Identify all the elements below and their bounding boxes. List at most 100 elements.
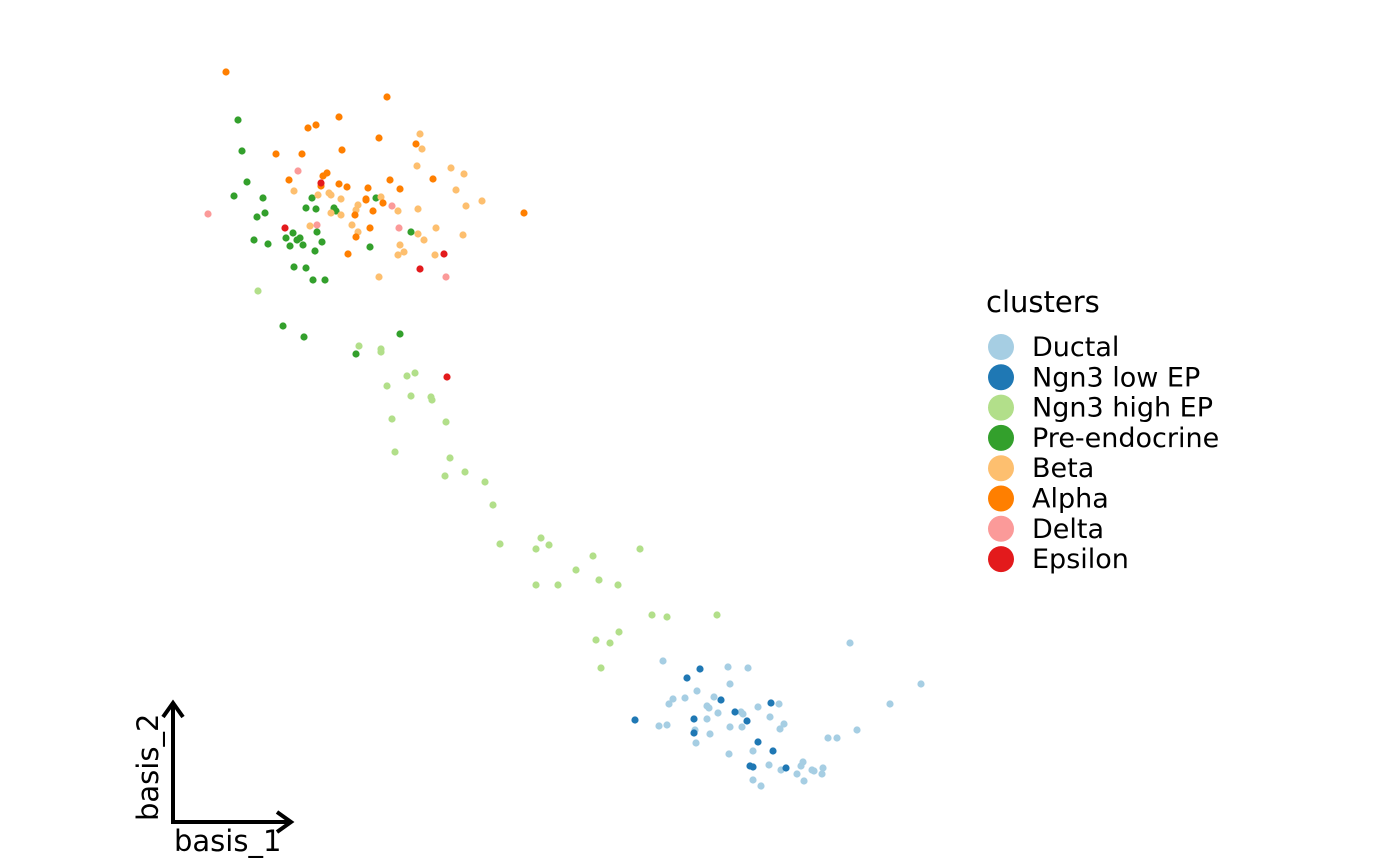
point-alpha: [429, 175, 437, 183]
point-ngn3-low-ep: [696, 665, 704, 673]
point-pre-endocrine: [352, 350, 360, 358]
point-ngn3-high-ep: [595, 576, 603, 584]
point-beta: [394, 207, 402, 215]
point-pre-endocrine: [243, 178, 251, 186]
point-beta: [414, 205, 422, 213]
point-alpha: [335, 180, 343, 188]
point-ngn3-high-ep: [532, 581, 540, 589]
point-beta: [337, 195, 345, 203]
point-pre-endocrine: [302, 264, 310, 272]
point-ductal: [819, 764, 827, 772]
point-ngn3-high-ep: [254, 287, 262, 295]
point-ngn3-high-ep: [403, 372, 411, 380]
point-ngn3-high-ep: [554, 581, 562, 589]
point-ductal: [775, 700, 783, 708]
point-beta: [413, 162, 421, 170]
point-beta: [396, 241, 404, 249]
point-beta: [375, 273, 383, 281]
point-ngn3-high-ep: [648, 611, 656, 619]
point-ngn3-high-ep: [411, 369, 419, 377]
point-ngn3-high-ep: [481, 478, 489, 486]
point-alpha: [312, 121, 320, 129]
legend-title: clusters: [986, 285, 1100, 319]
point-alpha: [369, 207, 377, 215]
point-pre-endocrine: [300, 333, 308, 341]
point-ngn3-high-ep: [428, 396, 436, 404]
point-alpha: [351, 211, 359, 219]
point-alpha: [285, 176, 293, 184]
scatter-points: [204, 68, 925, 790]
point-beta: [377, 193, 385, 201]
point-ngn3-low-ep: [690, 715, 698, 723]
point-alpha: [344, 250, 352, 258]
point-ductal: [765, 761, 773, 769]
point-ductal: [655, 722, 663, 730]
point-pre-endocrine: [279, 322, 287, 330]
point-ngn3-high-ep: [572, 566, 580, 574]
point-ductal: [853, 726, 861, 734]
point-delta: [442, 273, 450, 281]
point-ductal: [681, 694, 689, 702]
point-ngn3-high-ep: [489, 501, 497, 509]
point-ngn3-high-ep: [636, 545, 644, 553]
point-alpha: [319, 172, 327, 180]
point-ngn3-high-ep: [663, 613, 671, 621]
point-ductal: [737, 708, 745, 716]
point-ductal: [810, 767, 818, 775]
point-beta: [400, 248, 408, 256]
point-pre-endocrine: [366, 243, 374, 251]
point-beta: [394, 251, 402, 259]
legend-label-ngn3-low-ep: Ngn3 low EP: [1032, 362, 1200, 393]
point-ngn3-low-ep: [631, 716, 639, 724]
point-ngn3-low-ep: [754, 738, 762, 746]
point-ngn3-low-ep: [782, 764, 790, 772]
legend-label-alpha: Alpha: [1032, 484, 1109, 515]
point-ngn3-low-ep: [717, 696, 725, 704]
point-ductal: [726, 723, 734, 731]
point-pre-endocrine: [318, 238, 326, 246]
point-ductal: [710, 693, 718, 701]
point-pre-endocrine: [311, 247, 319, 255]
point-ductal: [749, 776, 757, 784]
point-ngn3-high-ep: [377, 348, 385, 356]
y-axis-label: basis_2: [131, 714, 165, 821]
point-ductal: [917, 680, 925, 688]
point-ngn3-low-ep: [731, 708, 739, 716]
point-ngn3-high-ep: [537, 534, 545, 542]
axis-arrows: basis_1 basis_2: [131, 699, 295, 858]
point-ductal: [669, 695, 677, 703]
point-alpha: [396, 185, 404, 193]
point-pre-endocrine: [250, 236, 258, 244]
point-ngn3-high-ep: [442, 418, 450, 426]
point-ductal: [766, 713, 774, 721]
point-ductal: [744, 664, 752, 672]
point-ngn3-high-ep: [391, 448, 399, 456]
point-beta: [452, 186, 460, 194]
point-beta: [290, 187, 298, 195]
point-delta: [395, 224, 403, 232]
point-alpha: [364, 184, 372, 192]
legend-label-ngn3-high-ep: Ngn3 high EP: [1032, 393, 1213, 424]
point-ductal: [725, 750, 733, 758]
legend-swatch-pre-endocrine: [988, 424, 1014, 451]
point-epsilon: [443, 373, 451, 381]
point-ngn3-high-ep: [589, 552, 597, 560]
point-ductal: [776, 725, 784, 733]
point-ngn3-high-ep: [615, 628, 623, 636]
legend-swatch-beta: [988, 455, 1014, 482]
legend-label-ductal: Ductal: [1032, 332, 1119, 363]
legend-label-epsilon: Epsilon: [1032, 544, 1129, 575]
point-ngn3-low-ep: [743, 717, 751, 725]
point-pre-endocrine: [290, 263, 298, 271]
point-ductal: [705, 704, 713, 712]
point-beta: [306, 222, 314, 230]
point-ductal: [800, 777, 808, 785]
y-axis-arrowhead: [161, 699, 185, 719]
point-pre-endocrine: [234, 116, 242, 124]
point-beta: [432, 224, 440, 232]
point-ductal: [754, 703, 762, 711]
point-ngn3-high-ep: [597, 664, 605, 672]
point-delta: [388, 202, 396, 210]
legend-label-pre-endocrine: Pre-endocrine: [1032, 423, 1219, 454]
point-ductal: [714, 709, 722, 717]
